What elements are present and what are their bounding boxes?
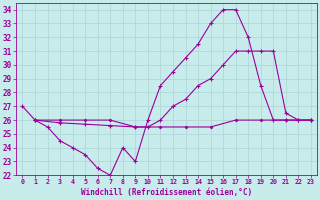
X-axis label: Windchill (Refroidissement éolien,°C): Windchill (Refroidissement éolien,°C) [81, 188, 252, 197]
